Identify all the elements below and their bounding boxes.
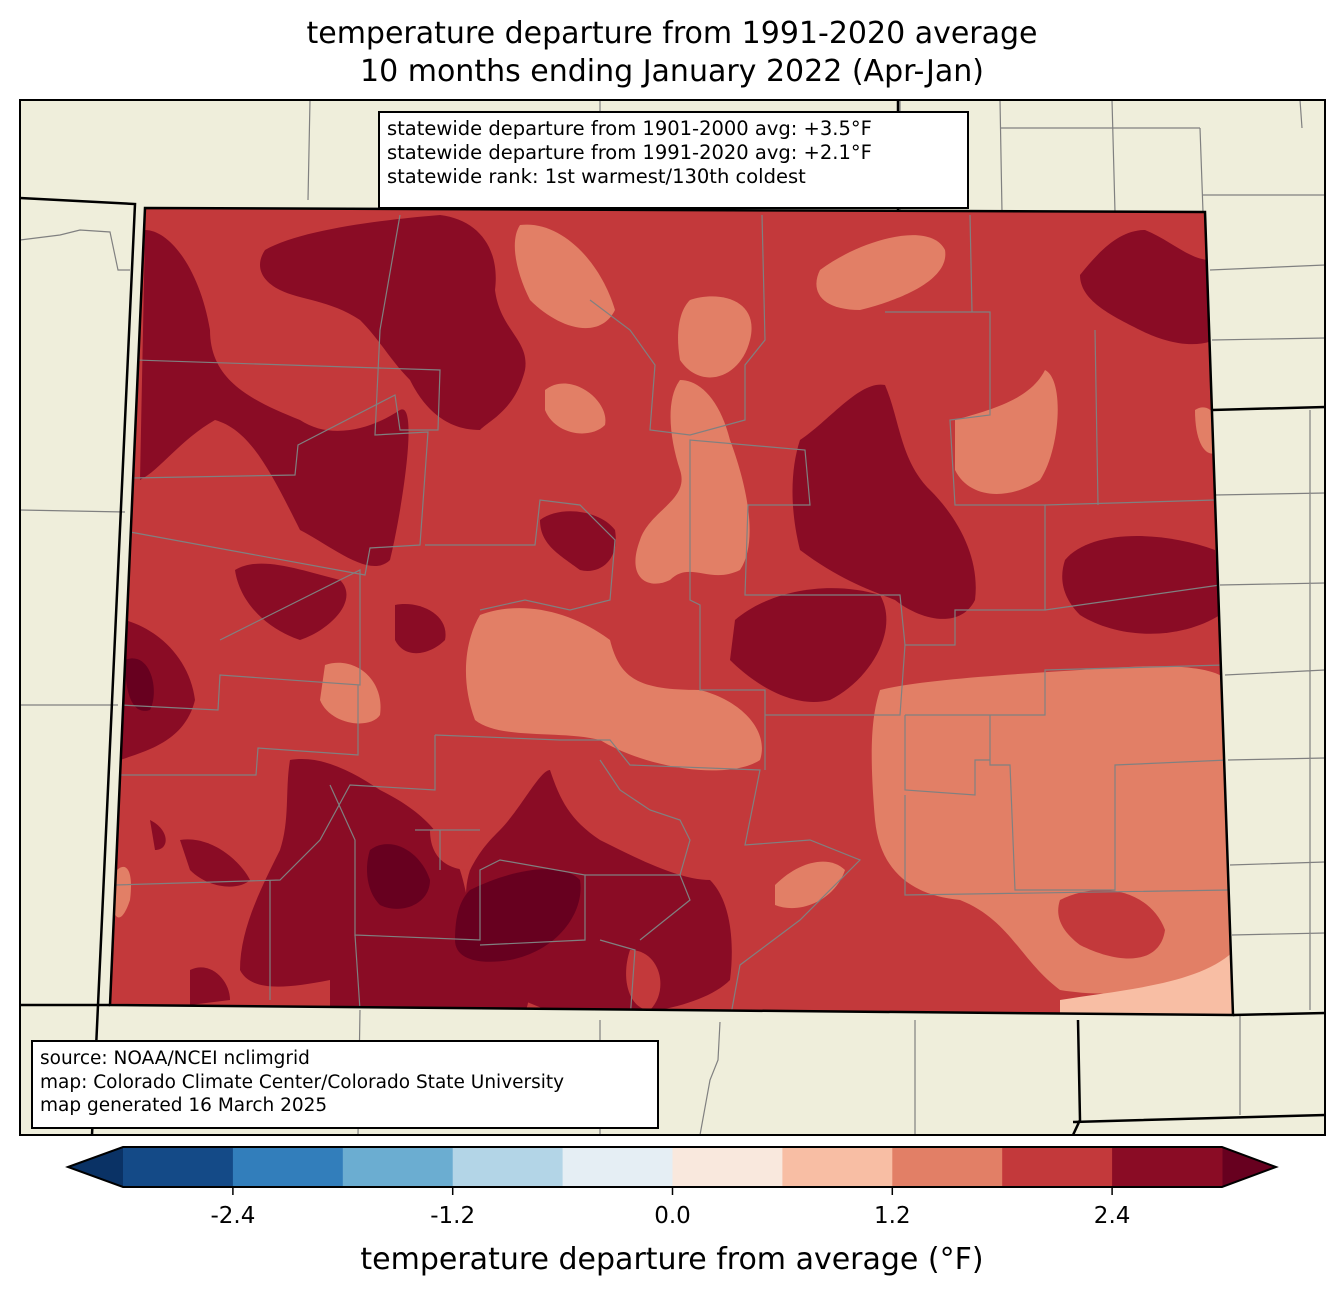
state-borders [20, 100, 1325, 1135]
colorbar-bin [782, 1147, 893, 1187]
colorbar-label: temperature departure from average (°F) [360, 1242, 984, 1277]
colorbar-tick-label: 0.0 [654, 1203, 691, 1229]
colorbar-outline [65, 1146, 1279, 1188]
colorbar-tick-label: 2.4 [1093, 1203, 1131, 1229]
county-lines [114, 214, 1231, 1015]
colorbar-bin [452, 1147, 564, 1187]
colorbar-tick-label: 1.2 [874, 1203, 911, 1229]
statewide-stats-box: statewide departure from 1901-2000 avg: … [378, 111, 969, 209]
stat-departure-1991-2020: statewide departure from 1991-2020 avg: … [387, 141, 872, 164]
contour-0.6-1.2 [1060, 950, 1233, 1015]
colorbar-extend-max [1222, 1147, 1276, 1187]
source-box: source: NOAA/NCEI nclimgrid map: Colorad… [31, 1040, 659, 1129]
contour-above-3.0 [125, 658, 581, 962]
colorbar-bin [1112, 1147, 1223, 1187]
colorbar-bin [562, 1147, 673, 1187]
contour-warm-pocket [430, 828, 661, 1010]
stat-rank: statewide rank: 1st warmest/130th coldes… [387, 165, 806, 188]
colorbar-bin [123, 1147, 234, 1187]
colorbar-bin [672, 1147, 783, 1187]
utah-border [20, 196, 137, 1135]
map-title-line2: 10 months ending January 2022 (Apr-Jan) [360, 54, 984, 89]
stat-departure-1901-2000: statewide departure from 1901-2000 avg: … [387, 117, 872, 140]
map-title-line1: temperature departure from 1991-2020 ave… [306, 16, 1038, 51]
generated-date-line: map generated 16 March 2025 [40, 1095, 328, 1116]
colorado-departure-field [110, 208, 1233, 1015]
colorbar [65, 1146, 1279, 1195]
colorbar-tick-label: -2.4 [210, 1203, 256, 1229]
map-area [20, 100, 1325, 1135]
colorbar-extend-min [68, 1147, 123, 1187]
source-line: source: NOAA/NCEI nclimgrid [40, 1048, 310, 1069]
colorbar-bin [232, 1147, 344, 1187]
map-credit-line: map: Colorado Climate Center/Colorado St… [40, 1071, 565, 1093]
colorbar-bin [342, 1147, 454, 1187]
colorbar-bin [1002, 1147, 1113, 1187]
colorbar-bin [892, 1147, 1003, 1187]
colorbar-tick-label: -1.2 [430, 1203, 476, 1229]
contour-warm-island [1058, 890, 1165, 959]
map-frame [19, 99, 1326, 1136]
